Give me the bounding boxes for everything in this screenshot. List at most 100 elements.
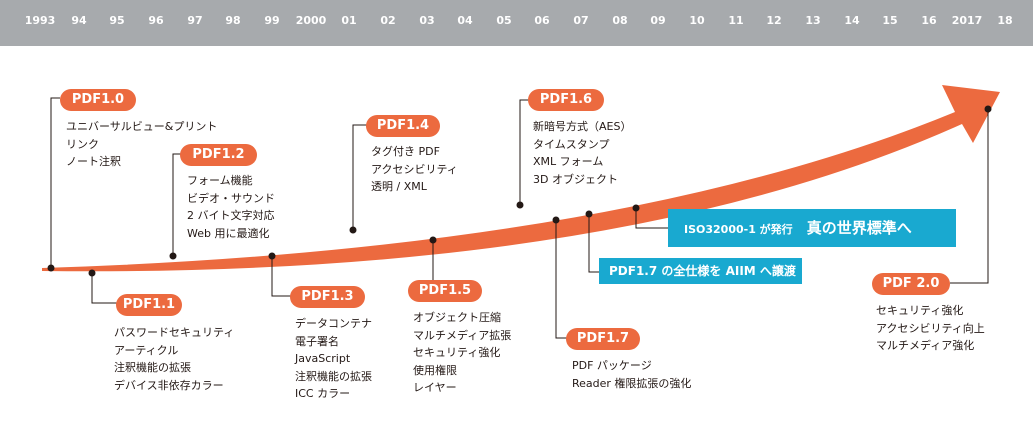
year-label: 99 (264, 14, 280, 27)
feature-item: フォーム機能 (187, 174, 253, 187)
marker-2006 (552, 216, 560, 224)
year-label: 09 (650, 14, 666, 27)
feature-item: JavaScript (295, 352, 351, 365)
version-badge-pdf12: PDF1.2 (180, 144, 257, 166)
feature-item: ビデオ・サウンド (187, 191, 275, 205)
year-label: 18 (997, 14, 1013, 27)
connector-iso (635, 208, 668, 229)
version-badge-pdf15: PDF1.5 (408, 280, 482, 302)
version-badge-pdf16: PDF1.6 (528, 89, 604, 111)
feature-list-pdf14: タグ付き PDF アクセシビリティ 透明 / XML (371, 143, 458, 196)
marker-1996 (169, 252, 177, 260)
feature-list-pdf20: セキュリティ強化 アクセシビリティ向上 マルチメディア強化 (876, 302, 985, 355)
iso-issued-text: ISO32000-1 が発行 (684, 223, 793, 236)
feature-item: マルチメディア拡張 (413, 328, 512, 342)
feature-list-pdf13: データコンテナ 電子署名 JavaScript 注釈機能の拡張 ICC カラー (295, 315, 372, 403)
feature-item: タグ付き PDF (371, 145, 440, 158)
year-label: 2000 (295, 14, 327, 27)
year-label: 12 (766, 14, 782, 27)
feature-item: アクセシビリティ向上 (876, 321, 985, 335)
feature-list-pdf11: パスワードセキュリティ アーティクル 注釈機能の拡張 デバイス非依存カラー (114, 324, 234, 394)
year-label: 1993 (24, 14, 56, 27)
year-label: 05 (496, 14, 512, 27)
year-label: 04 (457, 14, 473, 27)
feature-item: オブジェクト圧縮 (413, 311, 501, 324)
connector-pdf12 (172, 153, 183, 256)
feature-list-pdf16: 新暗号方式（AES） タイムスタンプ XML フォーム 3D オブジェクト (533, 118, 631, 188)
connector-pdf11 (91, 273, 120, 304)
year-label: 95 (109, 14, 125, 27)
version-badge-pdf20: PDF 2.0 (872, 273, 950, 295)
feature-item: データコンテナ (295, 317, 372, 330)
year-header-bar (0, 0, 1033, 46)
year-label: 94 (71, 14, 87, 27)
world-standard-text: 真の世界標準へ (806, 219, 912, 237)
connector-pdf17 (555, 220, 567, 339)
marker-2017 (984, 105, 992, 113)
feature-item: アクセシビリティ (371, 162, 458, 176)
feature-list-pdf10: ユニバーサルビュー&プリント リンク ノート注釈 (66, 118, 217, 171)
connector-pdf14 (352, 124, 368, 230)
feature-item: レイヤー (413, 381, 457, 394)
year-label: 16 (921, 14, 937, 27)
year-label: 07 (573, 14, 589, 27)
marker-2007 (585, 210, 593, 218)
version-badge-pdf17: PDF1.7 (566, 328, 640, 350)
version-badge-pdf10: PDF1.0 (60, 89, 136, 111)
feature-item: 注釈機能の拡張 (114, 361, 191, 374)
year-label: 97 (187, 14, 203, 27)
feature-item: 新暗号方式（AES） (533, 120, 632, 133)
feature-item: 2 バイト文字対応 (187, 209, 275, 222)
feature-item: タイムスタンプ (533, 137, 610, 151)
year-label: 96 (148, 14, 164, 27)
feature-item: デバイス非依存カラー (114, 378, 224, 392)
feature-item: セキュリティ強化 (413, 346, 501, 359)
feature-item: Reader 権限拡張の強化 (572, 376, 692, 390)
marker-1999 (268, 252, 276, 260)
feature-item: PDF パッケージ (572, 359, 652, 372)
growth-arrow-body (42, 85, 1000, 272)
marker-1993 (47, 264, 55, 272)
marker-1994 (88, 269, 96, 277)
year-label: 15 (882, 14, 898, 27)
feature-item: 3D オブジェクト (533, 172, 618, 186)
year-label: 14 (844, 14, 860, 27)
feature-item: パスワードセキュリティ (114, 326, 235, 339)
feature-item: ノート注釈 (66, 155, 121, 168)
version-badge-pdf13: PDF1.3 (290, 286, 365, 308)
feature-item: ユニバーサルビュー&プリント (66, 120, 218, 133)
connector-pdf16 (519, 99, 530, 205)
feature-list-pdf15: オブジェクト圧縮 マルチメディア拡張 セキュリティ強化 使用権限 レイヤー (413, 309, 511, 397)
year-label: 08 (612, 14, 628, 27)
iso-standard-callout: ISO32000-1 が発行 真の世界標準へ (668, 209, 956, 247)
marker-2001 (349, 226, 357, 234)
feature-item: XML フォーム (533, 155, 604, 168)
connector-aiim (588, 214, 600, 273)
feature-list-pdf17: PDF パッケージ Reader 権限拡張の強化 (572, 357, 691, 392)
year-label: 11 (728, 14, 744, 27)
feature-item: マルチメディア強化 (876, 339, 975, 352)
aiim-transfer-callout: PDF1.7 の全仕様を AIIM へ譲渡 (599, 258, 802, 284)
feature-item: 注釈機能の拡張 (295, 369, 372, 383)
connector-pdf20 (950, 109, 989, 284)
year-label: 2017 (951, 14, 983, 27)
feature-item: ICC カラー (295, 387, 351, 400)
feature-item: 使用権限 (413, 363, 457, 377)
marker-2003 (429, 236, 437, 244)
year-label: 10 (689, 14, 705, 27)
year-label: 06 (534, 14, 550, 27)
year-label: 02 (380, 14, 396, 27)
feature-item: アーティクル (114, 343, 179, 357)
year-label: 01 (341, 14, 357, 27)
feature-item: Web 用に最適化 (187, 226, 270, 240)
version-badge-pdf14: PDF1.4 (366, 115, 440, 137)
year-label: 03 (419, 14, 435, 27)
feature-item: 電子署名 (295, 334, 339, 348)
connector-pdf13 (271, 256, 292, 297)
version-badge-pdf11: PDF1.1 (116, 294, 182, 316)
connector-pdf10 (50, 97, 60, 268)
feature-item: リンク (66, 137, 99, 151)
feature-item: 透明 / XML (371, 180, 427, 193)
